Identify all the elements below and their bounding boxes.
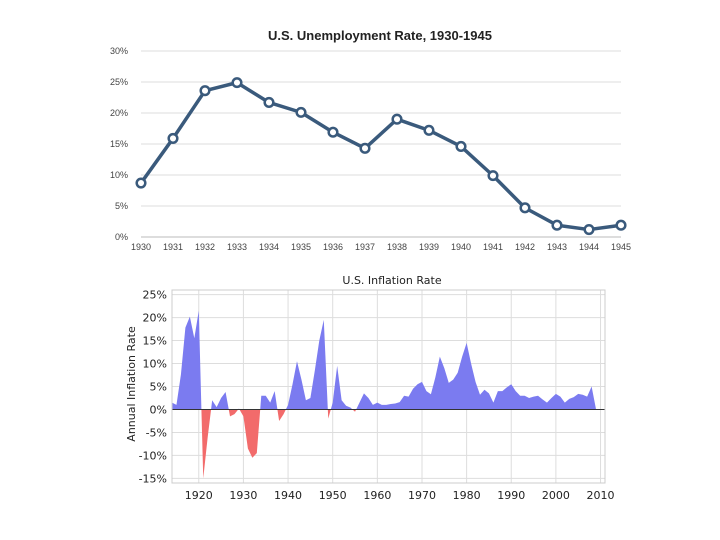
inflation-area bbox=[172, 310, 597, 479]
unemployment-chart-title: U.S. Unemployment Rate, 1930-1945 bbox=[268, 28, 492, 43]
unemployment-data-point bbox=[423, 124, 435, 136]
inflation-y-tick-label: 0% bbox=[150, 403, 167, 416]
unemployment-x-tick-label: 1931 bbox=[163, 242, 183, 252]
unemployment-x-tick-label: 1944 bbox=[579, 242, 599, 252]
unemployment-y-tick-label: 25% bbox=[110, 77, 128, 87]
unemployment-y-tick-label: 0% bbox=[115, 232, 128, 242]
inflation-x-tick-label: 1930 bbox=[229, 489, 257, 502]
inflation-x-tick-label: 2010 bbox=[587, 489, 615, 502]
inflation-gridlines bbox=[172, 290, 605, 483]
inflation-chart: U.S. Inflation Rate Annual Inflation Rat… bbox=[125, 274, 615, 502]
unemployment-data-point bbox=[487, 170, 499, 182]
unemployment-x-tick-label: 1932 bbox=[195, 242, 215, 252]
inflation-x-tick-label: 2000 bbox=[542, 489, 570, 502]
inflation-axes bbox=[171, 289, 606, 484]
inflation-negative-area bbox=[172, 409, 597, 479]
unemployment-chart: U.S. Unemployment Rate, 1930-1945 0% 5% 10… bbox=[110, 28, 631, 252]
unemployment-data-point bbox=[295, 106, 307, 118]
unemployment-data-point bbox=[199, 85, 211, 97]
unemployment-gridlines bbox=[141, 50, 621, 238]
inflation-x-tick-labels: 1920 1930 1940 1950 1960 1970 1980 1990 2000 2010 bbox=[185, 489, 615, 502]
unemployment-x-tick-label: 1935 bbox=[291, 242, 311, 252]
inflation-y-tick-label: -15% bbox=[139, 472, 167, 485]
unemployment-series-line bbox=[139, 80, 622, 232]
unemployment-x-tick-label: 1943 bbox=[547, 242, 567, 252]
unemployment-x-tick-label: 1934 bbox=[259, 242, 279, 252]
unemployment-data-point bbox=[327, 126, 339, 138]
unemployment-y-tick-label: 30% bbox=[110, 46, 128, 56]
unemployment-data-point bbox=[263, 96, 275, 109]
unemployment-x-tick-label: 1938 bbox=[387, 242, 407, 252]
unemployment-data-point bbox=[135, 177, 147, 189]
unemployment-x-tick-label: 1945 bbox=[611, 242, 631, 252]
inflation-y-tick-label: 5% bbox=[150, 381, 167, 394]
inflation-x-tick-label: 1920 bbox=[185, 489, 213, 502]
inflation-y-tick-labels: 25% 20% 15% 10% 5% 0% -5% -10% -15% bbox=[139, 289, 167, 486]
unemployment-x-tick-label: 1937 bbox=[355, 242, 375, 252]
unemployment-y-tick-labels: 0% 5% 10% 15% 20% 25% 30% bbox=[110, 46, 128, 242]
unemployment-data-point bbox=[231, 77, 243, 89]
inflation-y-tick-label: 20% bbox=[143, 312, 167, 325]
unemployment-data-point bbox=[391, 113, 403, 125]
inflation-x-tick-label: 1940 bbox=[274, 489, 302, 502]
inflation-chart-title: U.S. Inflation Rate bbox=[342, 274, 441, 287]
unemployment-x-tick-labels: 1930 1931 1932 1933 1934 1935 1936 1937 1938 1939… bbox=[131, 242, 631, 252]
inflation-x-tick-label: 1990 bbox=[497, 489, 525, 502]
inflation-y-tick-label: 10% bbox=[143, 358, 167, 371]
inflation-x-tick-label: 1970 bbox=[408, 489, 436, 502]
unemployment-data-point bbox=[519, 202, 531, 214]
unemployment-x-tick-label: 1933 bbox=[227, 242, 247, 252]
inflation-plot-frame bbox=[171, 289, 606, 484]
inflation-y-tick-label: -5% bbox=[146, 426, 167, 439]
unemployment-y-tick-label: 20% bbox=[110, 108, 128, 118]
inflation-y-tick-label: 15% bbox=[143, 335, 167, 348]
inflation-y-tick-label: -10% bbox=[139, 449, 167, 462]
inflation-y-axis-label: Annual Inflation Rate bbox=[125, 326, 138, 442]
unemployment-x-tick-label: 1939 bbox=[419, 242, 439, 252]
unemployment-x-tick-label: 1930 bbox=[131, 242, 151, 252]
inflation-x-tick-label: 1980 bbox=[453, 489, 481, 502]
inflation-x-tick-label: 1950 bbox=[319, 489, 347, 502]
unemployment-data-point bbox=[455, 140, 467, 153]
inflation-positive-area bbox=[172, 310, 597, 410]
unemployment-y-tick-label: 5% bbox=[115, 201, 128, 211]
unemployment-data-point bbox=[615, 219, 627, 231]
inflation-y-tick-label: 25% bbox=[143, 289, 167, 302]
unemployment-x-tick-label: 1941 bbox=[483, 242, 503, 252]
unemployment-data-point bbox=[359, 142, 371, 154]
unemployment-data-point bbox=[551, 219, 563, 231]
unemployment-x-tick-label: 1940 bbox=[451, 242, 471, 252]
unemployment-y-tick-label: 10% bbox=[110, 170, 128, 180]
unemployment-series bbox=[135, 77, 627, 236]
unemployment-x-tick-label: 1942 bbox=[515, 242, 535, 252]
unemployment-data-point bbox=[167, 132, 179, 144]
unemployment-data-point bbox=[583, 224, 595, 236]
unemployment-x-tick-label: 1936 bbox=[323, 242, 343, 252]
unemployment-y-tick-label: 15% bbox=[110, 139, 128, 149]
inflation-x-tick-label: 1960 bbox=[363, 489, 391, 502]
